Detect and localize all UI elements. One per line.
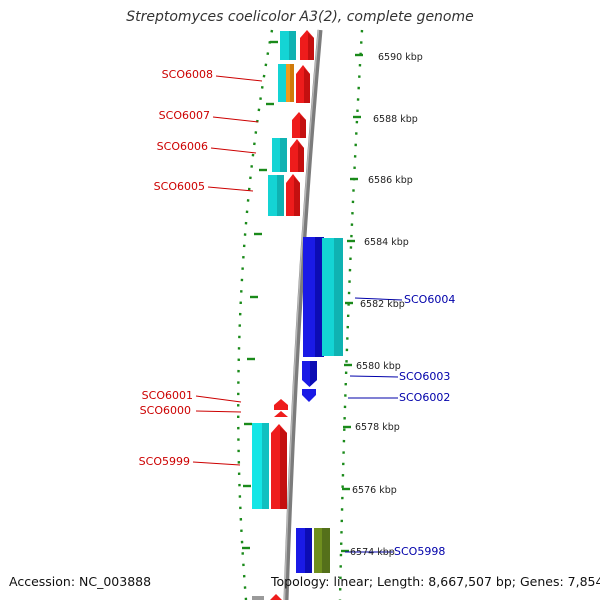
gene-forward-shade bbox=[298, 142, 304, 172]
leader-line bbox=[349, 375, 399, 378]
leader-line bbox=[354, 297, 403, 301]
gene-fragment bbox=[252, 596, 264, 600]
guide-line-outer bbox=[237, 29, 274, 600]
gene-cyan-shade bbox=[334, 238, 343, 356]
gene-label-sco6000[interactable]: SCO6000 bbox=[140, 404, 191, 417]
tick-label: 6574 kbp bbox=[350, 547, 395, 558]
gene-olive-shade bbox=[322, 528, 330, 573]
right-gene-labels: SCO6004 SCO6003 SCO6002 SCO5998 bbox=[394, 293, 455, 558]
gene-forward-small bbox=[274, 399, 288, 410]
leader-line bbox=[192, 461, 241, 466]
left-gene-labels: SCO6008 SCO6007 SCO6006 SCO6005 SCO6001 … bbox=[139, 68, 213, 468]
gene-label-sco6001[interactable]: SCO6001 bbox=[142, 389, 193, 402]
gene-cluster-bottom bbox=[296, 528, 330, 573]
tick-label: 6584 kbp bbox=[364, 237, 409, 248]
gene-forward-small bbox=[274, 411, 288, 417]
genome-axis-highlight bbox=[283, 29, 320, 600]
leader-line bbox=[195, 410, 242, 413]
gene-reverse-arrow bbox=[302, 389, 316, 402]
gene-cyan-shade bbox=[277, 175, 284, 216]
gene-label-sco6006[interactable]: SCO6006 bbox=[157, 140, 208, 153]
scale-ticks: 6590 kbp 6588 kbp 6586 kbp 6584 kbp 6582… bbox=[350, 52, 423, 558]
accession-text: Accession: NC_003888 bbox=[9, 574, 152, 589]
gene-label-sco6007[interactable]: SCO6007 bbox=[159, 109, 210, 122]
tick-label: 6590 kbp bbox=[378, 52, 423, 63]
tick-label: 6588 kbp bbox=[373, 114, 418, 125]
topology-text: Topology: linear; Length: 8,667,507 bp; … bbox=[271, 574, 600, 589]
leader-line bbox=[207, 186, 254, 192]
gene-cyan-shade bbox=[280, 138, 287, 172]
gene-cluster-middle bbox=[302, 237, 343, 402]
gene-orange-shade bbox=[290, 64, 294, 102]
gene-cluster-lower bbox=[252, 399, 288, 509]
leader-line bbox=[210, 147, 257, 154]
genome-axis bbox=[283, 29, 323, 600]
tick-label: 6578 kbp bbox=[355, 422, 400, 433]
gene-reverse-shade bbox=[305, 528, 312, 573]
gene-cyan bbox=[278, 64, 287, 102]
gene-fragment-arrow bbox=[270, 594, 282, 600]
tick-label: 6580 kbp bbox=[356, 361, 401, 372]
guide-dashes bbox=[242, 40, 363, 553]
gene-reverse-arrow-shade bbox=[310, 361, 317, 386]
gene-label-sco6004[interactable]: SCO6004 bbox=[404, 293, 455, 306]
gene-forward-shade bbox=[304, 68, 310, 103]
leader-line bbox=[215, 75, 263, 82]
gene-forward-shade bbox=[300, 115, 306, 138]
gene-reverse-shade bbox=[315, 237, 324, 357]
leader-line bbox=[195, 395, 242, 403]
gene-forward-shade bbox=[308, 33, 314, 60]
left-leader-lines bbox=[192, 75, 263, 466]
map-title: Streptomyces coelicolor A3(2), complete … bbox=[126, 9, 474, 25]
gene-label-sco6005[interactable]: SCO6005 bbox=[154, 180, 205, 193]
gene-cyan-shade bbox=[289, 31, 296, 60]
guide-line-inner bbox=[338, 29, 364, 600]
tick-label: 6576 kbp bbox=[352, 485, 397, 496]
right-leader-lines bbox=[345, 297, 403, 553]
gene-cluster-upper bbox=[268, 30, 314, 216]
gene-label-sco6008[interactable]: SCO6008 bbox=[162, 68, 213, 81]
tick-label: 6582 kbp bbox=[360, 299, 405, 310]
tick-label: 6586 kbp bbox=[368, 175, 413, 186]
gene-label-sco5998[interactable]: SCO5998 bbox=[394, 545, 445, 558]
gene-label-sco6002[interactable]: SCO6002 bbox=[399, 391, 450, 404]
gene-cyan-shade bbox=[262, 423, 269, 509]
gene-label-sco6003[interactable]: SCO6003 bbox=[399, 370, 450, 383]
leader-line bbox=[212, 116, 259, 123]
gene-forward-shade bbox=[280, 427, 287, 509]
gene-forward-shade bbox=[294, 177, 300, 216]
gene-label-sco5999[interactable]: SCO5999 bbox=[139, 455, 190, 468]
